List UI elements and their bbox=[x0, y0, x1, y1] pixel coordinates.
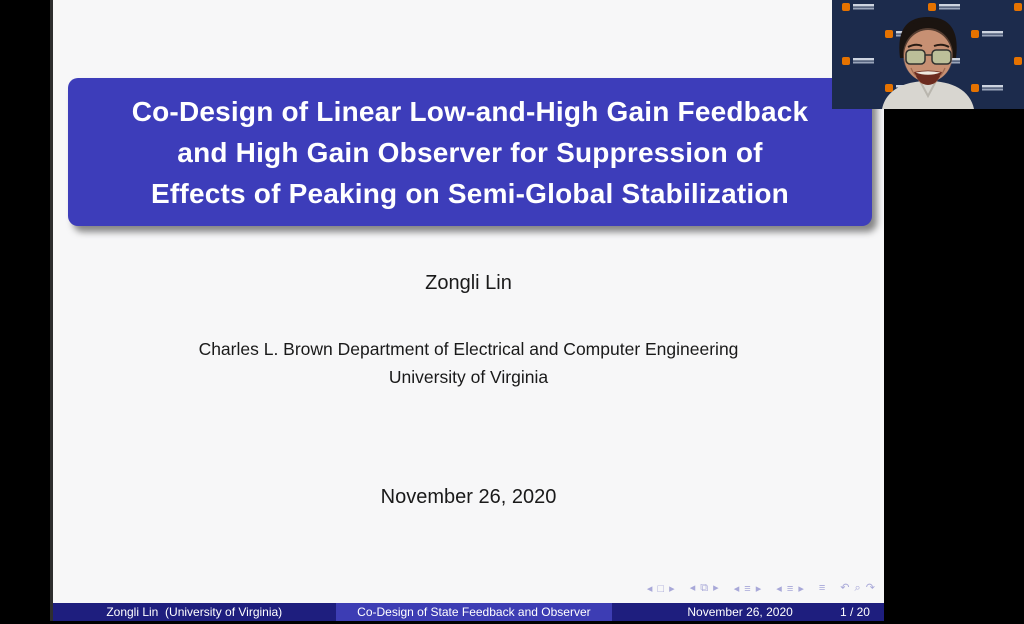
footline-date: November 26, 2020 bbox=[687, 605, 793, 619]
nav-appendix-icon[interactable]: ≡ bbox=[818, 582, 827, 594]
nav-frame-icons[interactable]: ◂ □ ▸ bbox=[646, 582, 676, 595]
footline-author: Zongli Lin (University of Virginia) bbox=[53, 603, 336, 621]
nav-subsection-icons[interactable]: ◂ ≡ ▸ bbox=[776, 582, 805, 595]
slide-title-block: Co-Design of Linear Low-and-High Gain Fe… bbox=[68, 78, 872, 226]
affiliation: Charles L. Brown Department of Electrica… bbox=[53, 335, 884, 391]
footline-date-page: November 26, 2020 1 / 20 bbox=[612, 603, 884, 621]
uva-logo-icon bbox=[971, 84, 1005, 93]
nav-frameset-icons[interactable]: ◂ ⧉ ▸ bbox=[689, 582, 720, 594]
uva-logo-icon bbox=[1014, 57, 1024, 66]
slide-date: November 26, 2020 bbox=[380, 486, 557, 508]
uva-logo-icon bbox=[842, 3, 876, 12]
footline: Zongli Lin (University of Virginia) Co-D… bbox=[53, 603, 884, 621]
author-name: Zongli Lin bbox=[425, 272, 512, 294]
nav-back-search-forward-icons[interactable]: ↶ ⌕ ↷ bbox=[840, 582, 876, 594]
footline-short-title: Co-Design of State Feedback and Observer bbox=[335, 603, 613, 621]
slide-title-line: Effects of Peaking on Semi-Global Stabil… bbox=[151, 177, 789, 209]
nav-section-icons[interactable]: ◂ ≡ ▸ bbox=[733, 582, 763, 595]
presentation-slide: Co-Design of Linear Low-and-High Gain Fe… bbox=[53, 0, 884, 621]
webcam-overlay[interactable] bbox=[832, 0, 1024, 109]
slide-title-line: and High Gain Observer for Suppression o… bbox=[177, 136, 763, 168]
footline-page-number: 1 / 20 bbox=[839, 605, 870, 619]
slide-title-line: Co-Design of Linear Low-and-High Gain Fe… bbox=[131, 95, 809, 127]
affiliation-line: University of Virginia bbox=[388, 367, 549, 387]
beamer-navigation-bar: ◂ □ ▸ ◂ ⧉ ▸ ◂ ≡ ▸ ◂ ≡ ▸ ≡ ↶ ⌕ ↷ bbox=[647, 581, 876, 595]
uva-logo-icon bbox=[842, 57, 876, 66]
presenter-avatar bbox=[882, 17, 974, 109]
uva-logo-icon bbox=[928, 3, 962, 12]
uva-logo-icon bbox=[971, 30, 1005, 39]
affiliation-line: Charles L. Brown Department of Electrica… bbox=[198, 339, 739, 359]
uva-logo-icon bbox=[1014, 3, 1024, 12]
